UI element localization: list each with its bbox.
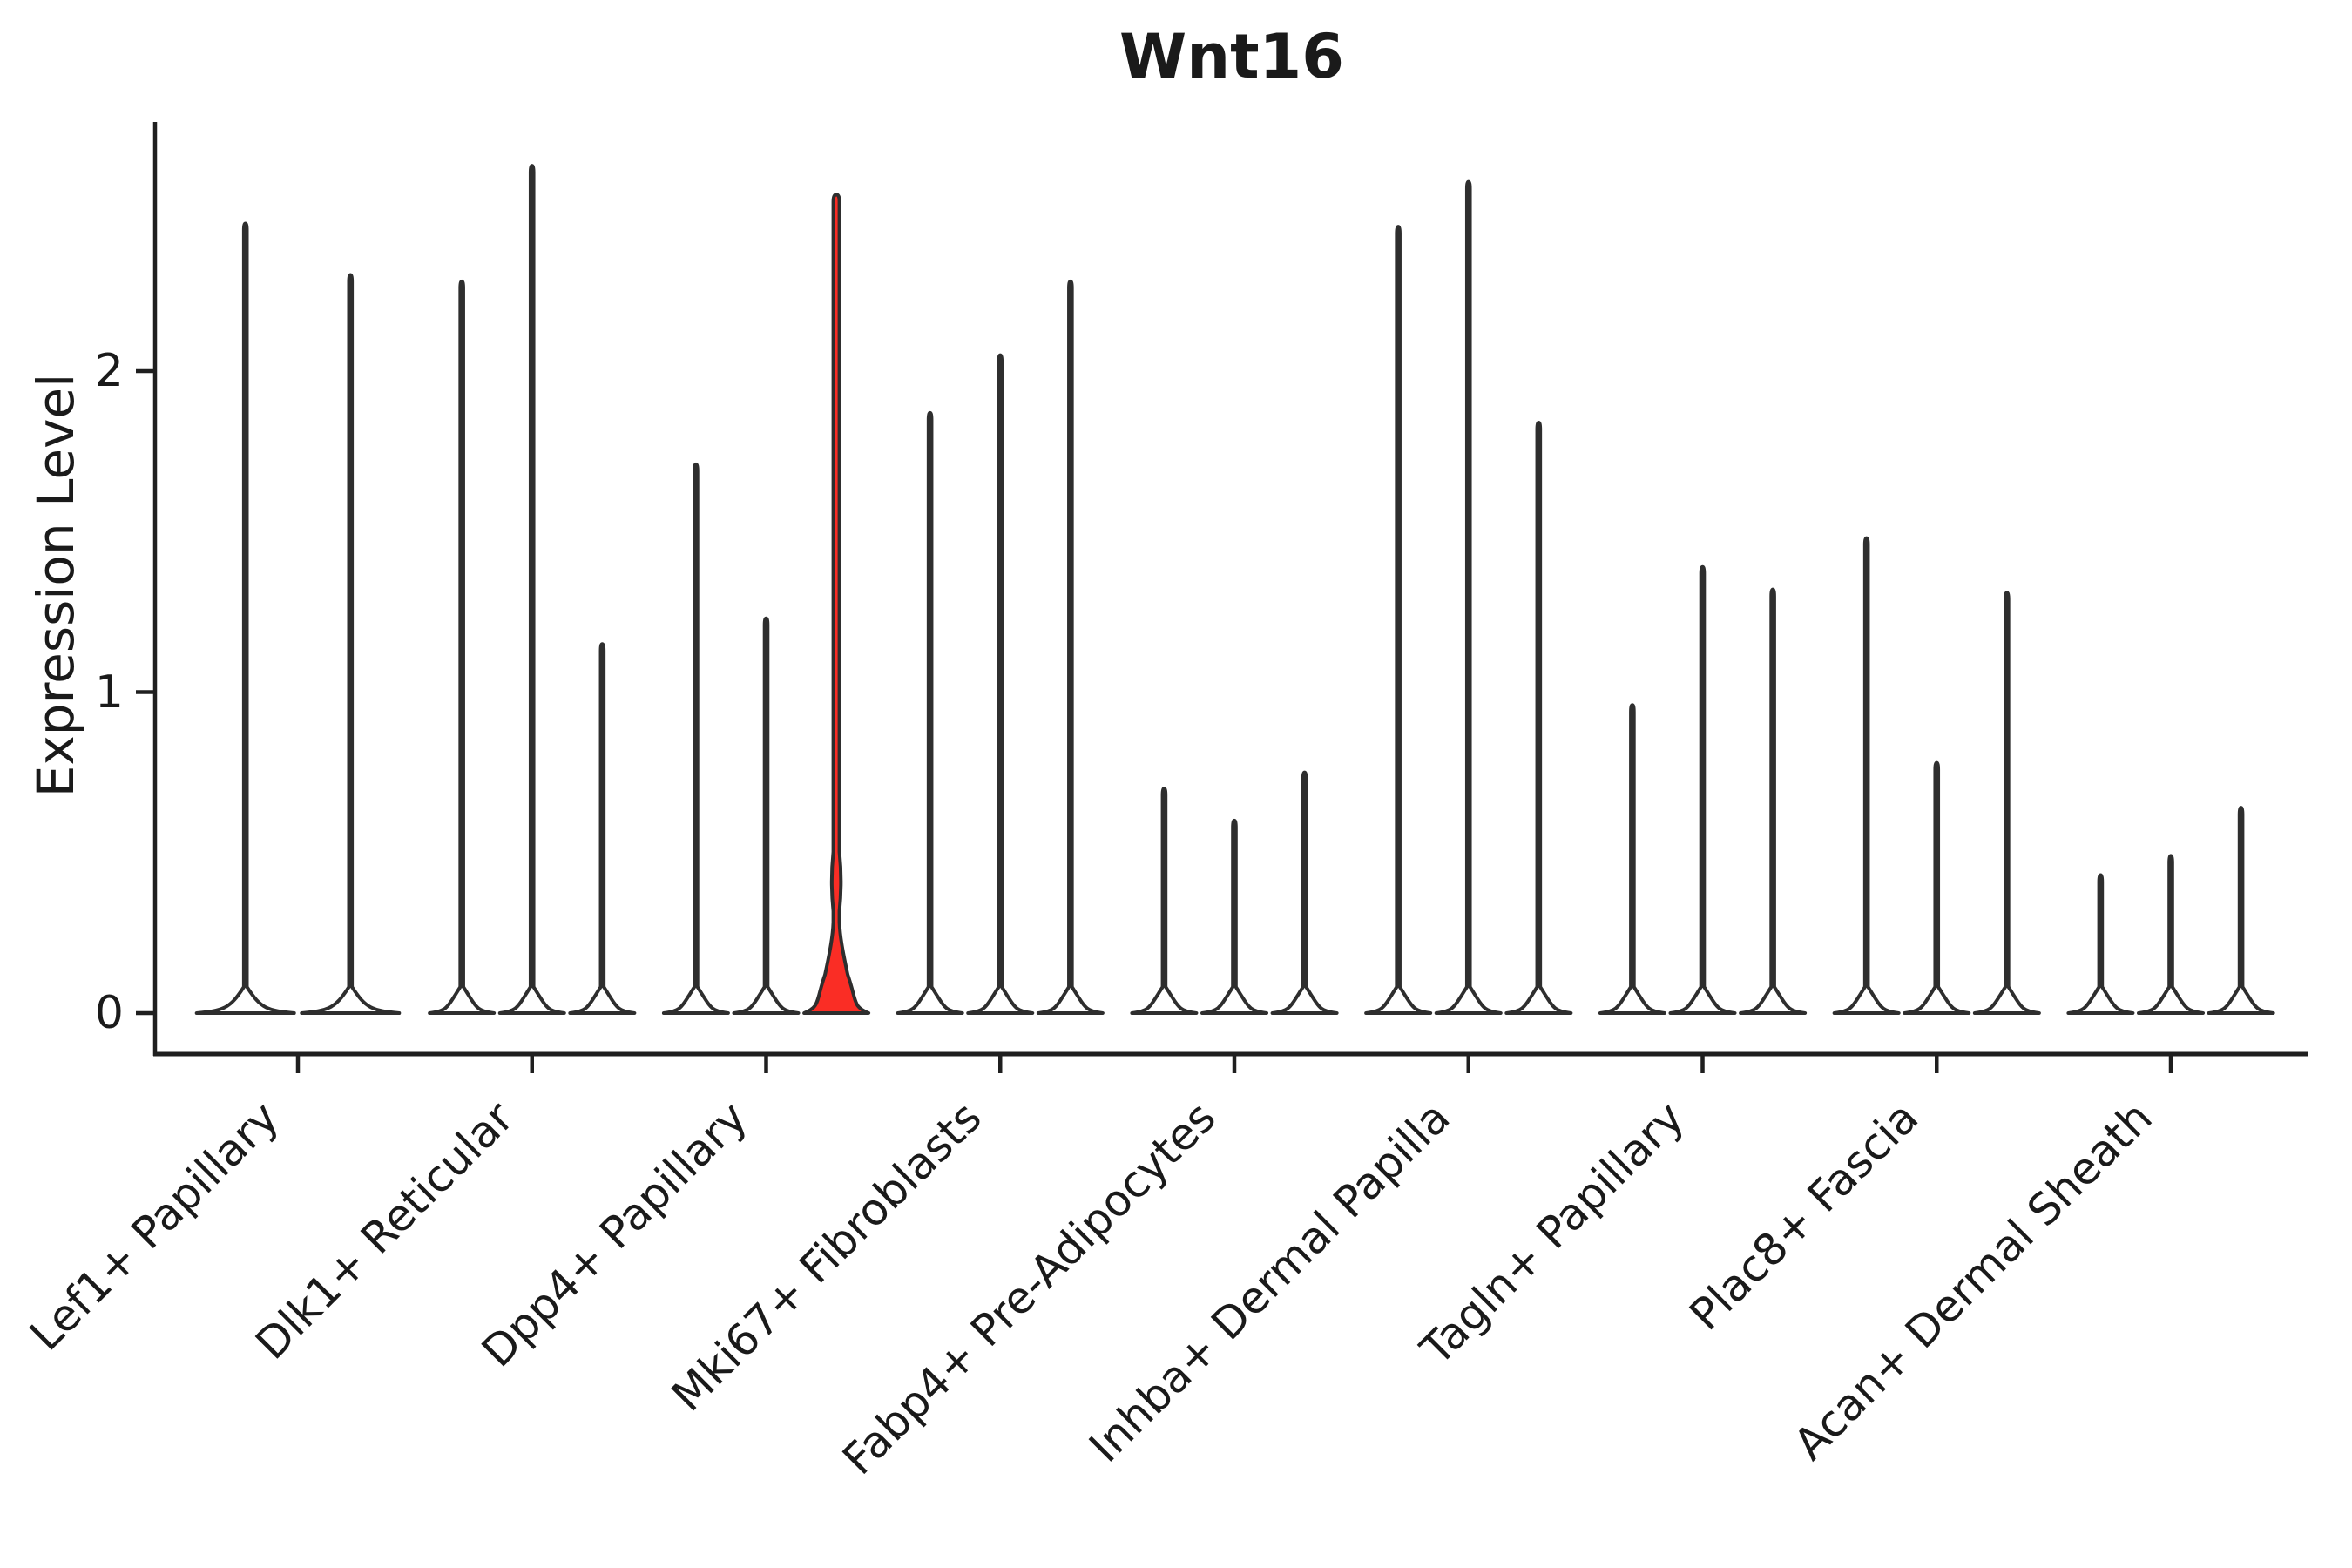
violin-group2-sample1	[428, 279, 497, 1015]
violin-group5-sample3	[1270, 770, 1339, 1015]
y-tick-label-1: 1	[94, 666, 124, 719]
violin-group7-sample3	[1739, 587, 1808, 1015]
violin-group3-sample3-highlighted	[802, 193, 871, 1015]
violin-group6-sample2	[1434, 179, 1503, 1015]
violin-group2-sample2	[497, 164, 566, 1015]
violin-group5-sample1	[1130, 787, 1199, 1015]
violin-group6-sample1	[1364, 225, 1433, 1015]
y-tick-label-0: 0	[94, 987, 124, 1039]
violin-group4-sample3	[1036, 279, 1105, 1015]
violin-group9-sample2	[2137, 854, 2205, 1015]
violin-group7-sample2	[1668, 564, 1737, 1015]
violin-group4-sample1	[896, 410, 964, 1015]
violin-group8-sample1	[1832, 536, 1901, 1015]
violin-group1-sample1	[194, 221, 296, 1015]
violin-group1-sample2	[300, 273, 402, 1015]
violin-group6-sample3	[1504, 420, 1573, 1015]
violin-group5-sample2	[1200, 818, 1268, 1015]
chart-title: Wnt16	[1119, 21, 1344, 92]
violin-group8-sample2	[1903, 760, 1971, 1015]
violin-group4-sample2	[966, 353, 1035, 1015]
violin-group3-sample1	[661, 462, 730, 1015]
violin-group2-sample3	[568, 642, 637, 1015]
violin-group9-sample3	[2207, 806, 2275, 1015]
y-tick-label-2: 2	[94, 345, 124, 397]
violin-group8-sample3	[1972, 591, 2041, 1015]
violin-group9-sample1	[2066, 873, 2135, 1015]
violin-group7-sample1	[1598, 703, 1666, 1015]
violin-group3-sample2	[732, 616, 801, 1015]
